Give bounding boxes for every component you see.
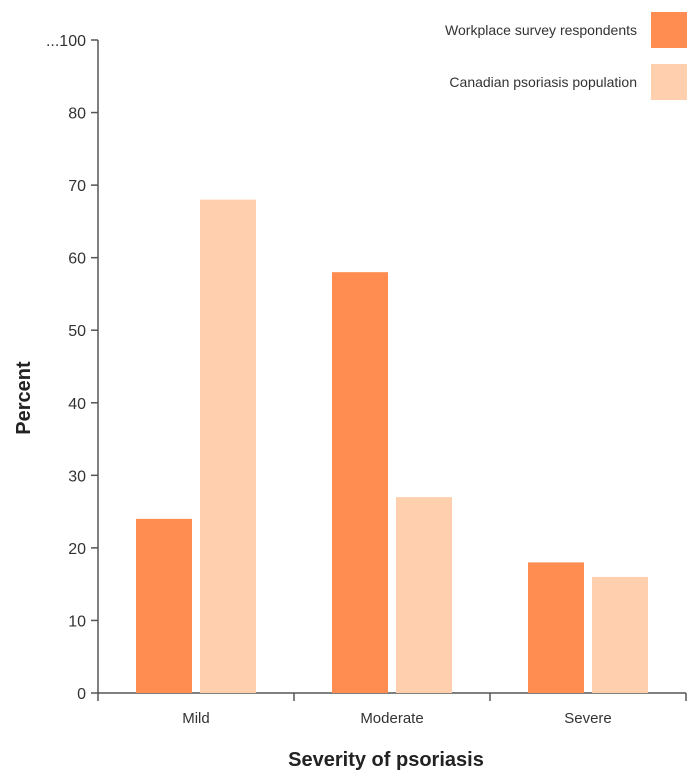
y-tick-label: 20 <box>68 541 86 558</box>
legend: Workplace survey respondents Canadian pso… <box>445 12 687 100</box>
y-axis: 0 10 20 30 40 50 60 70 80 ...100 <box>46 33 99 703</box>
bar-mild-series-1 <box>136 518 192 693</box>
legend-swatch <box>651 12 687 48</box>
x-axis <box>97 692 687 701</box>
bar-mild-series-2 <box>200 199 256 693</box>
category-labels: Mild Moderate Severe <box>182 710 612 727</box>
bar-severe-series-2 <box>592 576 648 693</box>
y-tick-label: 0 <box>77 686 86 703</box>
bar-moderate-series-1 <box>332 272 388 693</box>
y-tick-label: 40 <box>68 396 86 413</box>
bars <box>136 199 648 693</box>
legend-label: Workplace survey respondents <box>445 22 637 38</box>
y-tick-label: 30 <box>68 468 86 485</box>
y-axis-title: Percent <box>13 361 35 435</box>
y-tick-label: ...100 <box>46 33 86 50</box>
y-tick-label: 80 <box>68 106 86 123</box>
x-category-label: Mild <box>182 710 210 727</box>
y-tick-label: 10 <box>68 613 86 630</box>
legend-swatch <box>651 64 687 100</box>
y-tick-label: 60 <box>68 251 86 268</box>
y-tick-label: 50 <box>68 323 86 340</box>
bar-severe-series-1 <box>528 562 584 693</box>
bar-moderate-series-2 <box>396 497 452 693</box>
x-axis-title: Severity of psoriasis <box>288 749 484 771</box>
x-category-label: Severe <box>564 710 612 727</box>
y-tick-label: 70 <box>68 178 86 195</box>
x-category-label: Moderate <box>360 710 423 727</box>
legend-label: Canadian psoriasis population <box>449 74 637 90</box>
